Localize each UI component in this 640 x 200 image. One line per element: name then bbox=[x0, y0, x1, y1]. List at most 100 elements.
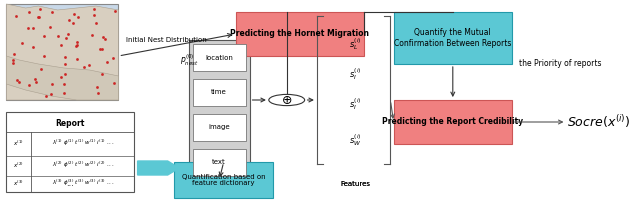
Text: $x^{(1)}$: $x^{(1)}$ bbox=[13, 138, 23, 148]
Point bbox=[31, 81, 41, 84]
Text: Quantification based on
feature dictionary: Quantification based on feature dictiona… bbox=[182, 173, 266, 186]
Text: $p_{nest}^{(0)}$: $p_{nest}^{(0)}$ bbox=[179, 52, 198, 68]
Text: Predicting the Hornet Migration: Predicting the Hornet Migration bbox=[230, 29, 369, 38]
Point bbox=[45, 26, 55, 29]
Point bbox=[72, 43, 82, 46]
Point bbox=[13, 81, 24, 84]
Point bbox=[56, 75, 66, 78]
Point bbox=[23, 27, 33, 30]
Point bbox=[8, 61, 19, 64]
Point bbox=[38, 34, 49, 37]
Point bbox=[12, 78, 22, 81]
Text: Predicting the Report Credibility: Predicting the Report Credibility bbox=[382, 117, 524, 127]
Point bbox=[65, 18, 75, 22]
Bar bbox=[6, 112, 134, 192]
Point bbox=[92, 21, 102, 25]
Bar bbox=[189, 40, 250, 180]
Point bbox=[8, 58, 19, 61]
Point bbox=[60, 62, 70, 66]
Text: Features: Features bbox=[340, 181, 370, 187]
Point bbox=[72, 57, 83, 61]
Bar bbox=[236, 12, 364, 56]
Point bbox=[68, 21, 78, 24]
Text: $\oplus$: $\oplus$ bbox=[281, 94, 292, 106]
Bar bbox=[193, 149, 246, 176]
Point bbox=[97, 48, 107, 51]
Text: $\lambda^{(1)}\ \phi^{(1)}\ t^{(1)}\ w^{(1)}\ i^{(1)}\ ...$: $\lambda^{(1)}\ \phi^{(1)}\ t^{(1)}\ w^{… bbox=[52, 138, 115, 148]
Bar bbox=[193, 114, 246, 141]
Text: location: location bbox=[205, 54, 233, 60]
Point bbox=[60, 37, 70, 40]
Point bbox=[29, 77, 40, 80]
Point bbox=[60, 73, 70, 76]
Text: Features: Features bbox=[340, 181, 370, 187]
Point bbox=[24, 11, 35, 14]
Point bbox=[58, 91, 68, 94]
Point bbox=[109, 81, 119, 85]
Text: $s_W^{(i)}$: $s_W^{(i)}$ bbox=[349, 132, 362, 148]
Point bbox=[73, 16, 83, 19]
Point bbox=[41, 94, 51, 97]
Point bbox=[100, 37, 110, 40]
Text: $s_I^{(i)}$: $s_I^{(i)}$ bbox=[349, 66, 362, 82]
Point bbox=[92, 86, 102, 89]
Text: text: text bbox=[212, 160, 226, 166]
Point bbox=[95, 47, 105, 50]
Bar bbox=[394, 100, 512, 144]
Point bbox=[60, 83, 70, 86]
Point bbox=[33, 16, 44, 19]
Text: the Priority of reports: the Priority of reports bbox=[519, 60, 601, 68]
Text: ...: ... bbox=[67, 180, 74, 188]
Point bbox=[72, 40, 82, 43]
Point bbox=[90, 7, 100, 10]
Point bbox=[34, 16, 44, 19]
Text: image: image bbox=[209, 124, 230, 130]
Point bbox=[38, 55, 49, 58]
Point bbox=[28, 45, 38, 48]
Text: $\lambda^{(2)}\ \phi^{(2)}\ t^{(2)}\ w^{(2)}\ i^{(2)}\ ...$: $\lambda^{(2)}\ \phi^{(2)}\ t^{(2)}\ w^{… bbox=[52, 160, 115, 170]
Text: $s_I^{(i)}$: $s_I^{(i)}$ bbox=[349, 96, 362, 112]
Point bbox=[45, 92, 56, 95]
Text: $s_L^{(i)}$: $s_L^{(i)}$ bbox=[349, 36, 362, 52]
Point bbox=[84, 63, 94, 67]
Bar bbox=[6, 4, 118, 100]
Point bbox=[70, 45, 81, 48]
Bar bbox=[174, 162, 273, 198]
Point bbox=[60, 56, 70, 59]
Point bbox=[28, 27, 38, 30]
Text: Report: Report bbox=[56, 118, 85, 128]
Polygon shape bbox=[6, 56, 118, 100]
Text: Initial Nest Distribution: Initial Nest Distribution bbox=[126, 37, 207, 43]
Point bbox=[56, 43, 66, 46]
Point bbox=[17, 41, 28, 44]
Point bbox=[24, 83, 34, 87]
Point bbox=[12, 15, 22, 18]
Point bbox=[79, 65, 89, 69]
Point bbox=[35, 7, 45, 11]
Text: Quantify the Mutual
Confirmation Between Reports: Quantify the Mutual Confirmation Between… bbox=[394, 28, 511, 48]
Point bbox=[53, 35, 63, 38]
Point bbox=[97, 73, 108, 76]
Point bbox=[87, 34, 97, 37]
Point bbox=[102, 61, 112, 64]
Bar bbox=[394, 12, 512, 64]
Point bbox=[98, 35, 108, 38]
Text: time: time bbox=[211, 90, 227, 96]
Point bbox=[89, 13, 99, 16]
Point bbox=[69, 13, 79, 16]
Point bbox=[63, 33, 74, 36]
Text: $\lambda^{(3)}\ \phi^{(3)}\ t^{(3)}\ w^{(3)}\ i^{(3)}\ ...$: $\lambda^{(3)}\ \phi^{(3)}\ t^{(3)}\ w^{… bbox=[52, 178, 115, 188]
Circle shape bbox=[269, 94, 305, 106]
Point bbox=[47, 10, 58, 14]
Point bbox=[108, 57, 118, 60]
Text: $\mathit{Socre}(x^{(i)})$: $\mathit{Socre}(x^{(i)})$ bbox=[566, 114, 630, 130]
Point bbox=[9, 52, 19, 56]
Text: $x^{(3)}$: $x^{(3)}$ bbox=[13, 178, 23, 188]
Bar bbox=[193, 79, 246, 106]
Point bbox=[36, 67, 47, 71]
Point bbox=[47, 82, 57, 85]
FancyArrow shape bbox=[138, 161, 179, 175]
Bar bbox=[193, 44, 246, 71]
Text: $x^{(2)}$: $x^{(2)}$ bbox=[13, 160, 23, 170]
Point bbox=[109, 9, 120, 13]
